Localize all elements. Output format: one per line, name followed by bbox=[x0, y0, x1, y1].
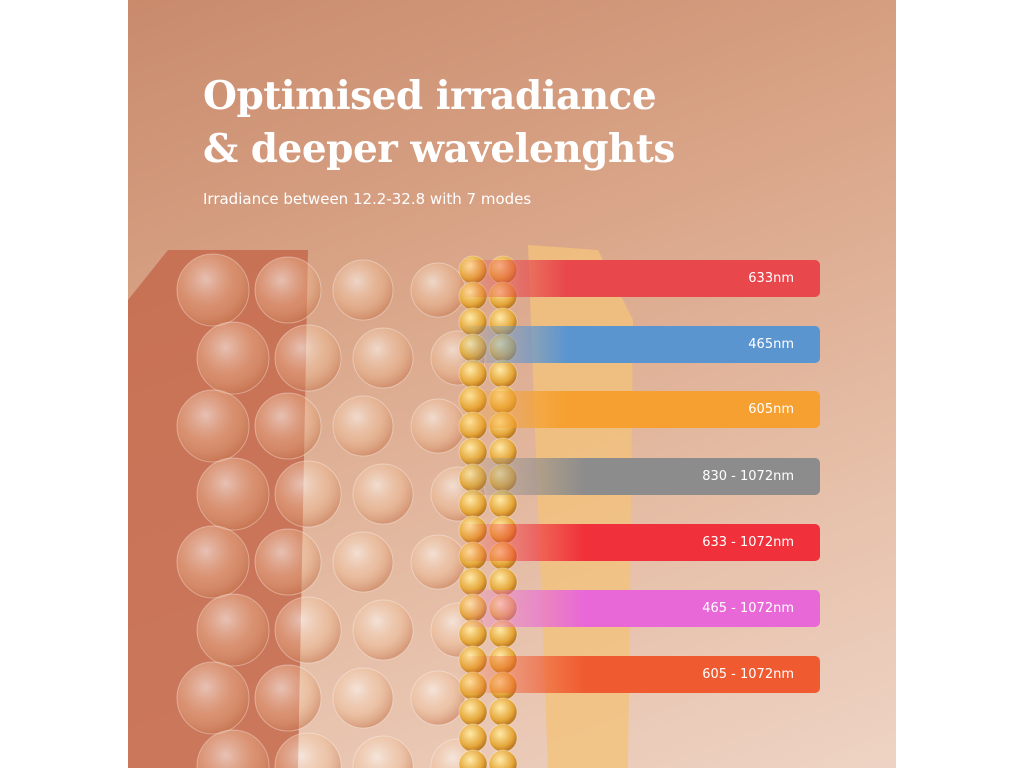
bubble bbox=[410, 534, 466, 590]
bubble bbox=[274, 596, 342, 664]
wavelength-band: 830 - 1072nm bbox=[458, 458, 820, 495]
band-label: 633nm bbox=[748, 271, 794, 286]
bubble bbox=[274, 324, 342, 392]
wavelength-band: 465nm bbox=[458, 326, 820, 363]
bubble bbox=[332, 259, 394, 321]
bubble bbox=[488, 697, 518, 727]
bubble bbox=[488, 749, 518, 768]
bubble bbox=[176, 525, 250, 599]
wavelength-band: 633 - 1072nm bbox=[458, 524, 820, 561]
band-label: 465nm bbox=[748, 337, 794, 352]
bubble bbox=[410, 398, 466, 454]
band-label: 605 - 1072nm bbox=[702, 667, 794, 682]
bubble bbox=[176, 661, 250, 735]
bubble bbox=[488, 359, 518, 389]
band-label: 830 - 1072nm bbox=[702, 469, 794, 484]
bubble bbox=[488, 723, 518, 753]
bubble bbox=[458, 697, 488, 727]
bubble bbox=[352, 599, 414, 661]
bubble bbox=[352, 463, 414, 525]
band-label: 633 - 1072nm bbox=[702, 535, 794, 550]
bubble bbox=[254, 392, 322, 460]
bubble bbox=[196, 729, 270, 768]
wavelength-band: 605 - 1072nm bbox=[458, 656, 820, 693]
bubble bbox=[196, 593, 270, 667]
bubble bbox=[274, 732, 342, 768]
bubble bbox=[458, 749, 488, 768]
bubble bbox=[176, 253, 250, 327]
bubble bbox=[176, 389, 250, 463]
bubble bbox=[332, 395, 394, 457]
bubble bbox=[196, 457, 270, 531]
wavelength-band: 605nm bbox=[458, 391, 820, 428]
bubble bbox=[254, 664, 322, 732]
bubble bbox=[352, 735, 414, 768]
bubble bbox=[254, 256, 322, 324]
band-label: 465 - 1072nm bbox=[702, 601, 794, 616]
subtitle: Irradiance between 12.2-32.8 with 7 mode… bbox=[203, 190, 532, 208]
title: Optimised irradiance & deeper wavelenght… bbox=[203, 73, 675, 172]
bubble bbox=[332, 531, 394, 593]
bubble bbox=[254, 528, 322, 596]
bubble bbox=[352, 327, 414, 389]
bubble bbox=[274, 460, 342, 528]
bubble bbox=[196, 321, 270, 395]
band-label: 605nm bbox=[748, 402, 794, 417]
wavelength-band: 633nm bbox=[458, 260, 820, 297]
bubble bbox=[458, 359, 488, 389]
bubble bbox=[410, 670, 466, 726]
hero-image: Optimised irradiance & deeper wavelenght… bbox=[128, 0, 896, 768]
bubble bbox=[410, 262, 466, 318]
bubble bbox=[332, 667, 394, 729]
wavelength-band: 465 - 1072nm bbox=[458, 590, 820, 627]
bubble bbox=[458, 723, 488, 753]
